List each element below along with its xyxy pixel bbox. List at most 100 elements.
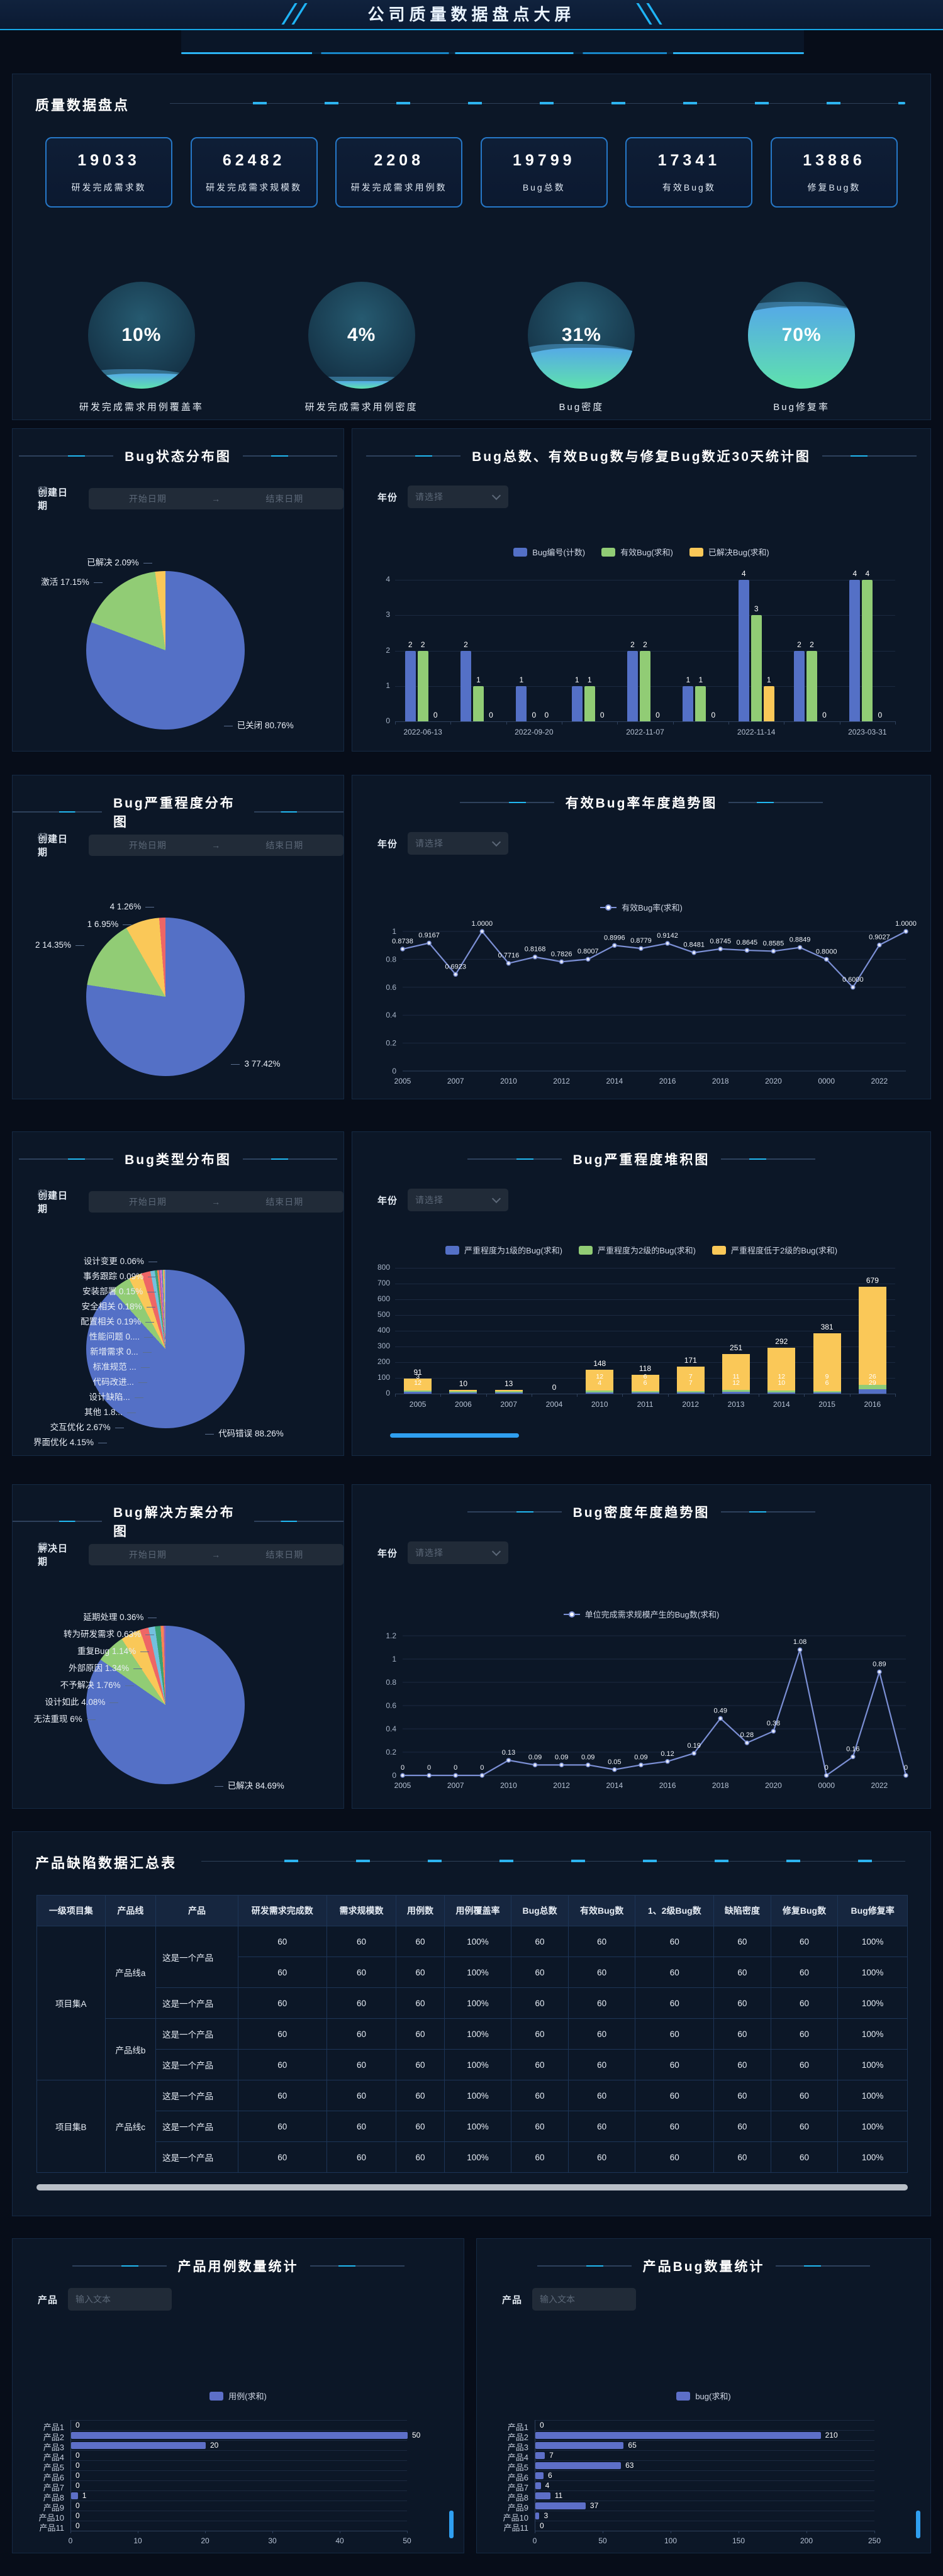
filter-row: 解决日期 开始日期 → 结束日期 (38, 1541, 343, 1568)
x-tick (874, 2531, 875, 2533)
pie-slice-label: 性能问题 0.... (89, 1330, 153, 1342)
table-cell: 60 (770, 1957, 839, 1988)
svg-text:2014: 2014 (606, 1781, 623, 1790)
calendar-icon (38, 486, 48, 496)
bar-value-label: 0 (75, 2501, 80, 2510)
start-date-field[interactable]: 开始日期 (128, 840, 167, 850)
end-date-field[interactable]: 结束日期 (265, 1550, 304, 1560)
year-select[interactable]: 请选择 (408, 1189, 509, 1211)
year-select[interactable]: 请选择 (408, 486, 509, 508)
legend-item[interactable]: 有效Bug(求和) (601, 546, 673, 558)
stack-segment (586, 1391, 614, 1392)
legend-item[interactable]: 有效Bug率(求和) (600, 901, 683, 913)
category-label: 产品3 (43, 2443, 64, 2452)
svg-text:0.09: 0.09 (581, 1753, 594, 1761)
pie-slice-label: 已关闭 80.76% (224, 718, 294, 731)
stack-segment (767, 1390, 796, 1392)
chart-vertical-scrollbar[interactable] (449, 2511, 454, 2538)
start-date-field[interactable]: 开始日期 (128, 494, 167, 504)
pie (86, 918, 245, 1076)
table-horizontal-scrollbar[interactable] (36, 2184, 908, 2190)
table-cell: 60 (635, 2018, 715, 2050)
pie-slice-label: 延期处理 0.36% (83, 1610, 157, 1623)
date-range-picker[interactable]: 开始日期 → 结束日期 (38, 1542, 343, 1565)
bar (535, 2451, 545, 2459)
start-date-field[interactable]: 开始日期 (128, 1550, 167, 1560)
stack-segment (767, 1392, 796, 1394)
stack-inner-label: 4 (598, 1379, 602, 1387)
legend-item[interactable]: bug(求和) (676, 2390, 731, 2402)
bar (640, 650, 650, 721)
table-cell: 100% (444, 2111, 512, 2142)
x-tick (577, 1394, 578, 1397)
bar (460, 650, 471, 721)
stack-segment (449, 1390, 477, 1391)
legend-item[interactable]: 用例(求和) (209, 2390, 267, 2402)
title-line (254, 811, 343, 813)
gauge-wave (87, 374, 195, 389)
bar-value-label: 1 (476, 675, 481, 684)
svg-text:0.2: 0.2 (386, 1748, 396, 1757)
pie-slice-label: 2 14.35% (35, 940, 84, 950)
kpi-label: 有效Bug数 (662, 182, 716, 192)
legend-item[interactable]: Bug编号(计数) (513, 546, 585, 558)
row-gridline (70, 2430, 407, 2431)
gridline (395, 1299, 895, 1300)
row-gridline (70, 2450, 407, 2451)
product-input[interactable] (532, 2288, 637, 2311)
x-tick-label: 2015 (818, 1400, 835, 1409)
date-range-picker[interactable]: 开始日期 → 结束日期 (38, 833, 343, 856)
table-cell: 60 (396, 2141, 445, 2173)
svg-text:0: 0 (904, 1764, 908, 1772)
kpi-label: Bug总数 (522, 182, 566, 192)
bar-value-label: 1 (82, 2491, 87, 2500)
year-select[interactable]: 请选择 (408, 832, 509, 855)
y-axis-line (70, 2420, 71, 2531)
table-cell: 60 (326, 2111, 397, 2142)
data-zoom-slider[interactable] (390, 1433, 519, 1438)
calendar-icon (38, 1542, 48, 1552)
solution-pie-chart: 延期处理 0.36% 转为研发需求 0.63% 重复Bug 1.14% 外部原因 1.… (13, 1485, 343, 1808)
category-label: 产品7 (507, 2483, 528, 2492)
table-cell: 60 (770, 2018, 839, 2050)
defect-table-wrap: 一级项目集 产品线 产品 研发需求完成数 需求规模数 用例数 用例覆盖率 Bug总数 有效Bug… (36, 1895, 908, 2173)
date-range-picker[interactable]: 开始日期 → 结束日期 (38, 1189, 343, 1213)
table-cell: 100% (837, 2049, 908, 2080)
product-input[interactable] (68, 2288, 172, 2311)
filter-label: 创建日期 (38, 1191, 69, 1214)
svg-text:0.8168: 0.8168 (525, 946, 546, 953)
y-tick-label: 600 (377, 1294, 390, 1303)
col-header: 用例覆盖率 (444, 1895, 512, 1926)
y-tick-label: 100 (377, 1373, 390, 1382)
svg-text:0.6: 0.6 (386, 1701, 396, 1710)
bar-value-label: 37 (589, 2501, 599, 2510)
end-date-field[interactable]: 结束日期 (265, 494, 304, 504)
date-range-picker[interactable]: 开始日期 → 结束日期 (38, 486, 343, 509)
panel-overview: 质量数据盘点 19033 研发完成需求数 62482 研发完成需求规模数 2208 研… (12, 74, 931, 420)
legend-item[interactable]: 严重程度低于2级的Bug(求和) (712, 1244, 837, 1256)
x-tick-label: 50 (598, 2536, 607, 2545)
chart-vertical-scrollbar[interactable] (916, 2511, 920, 2538)
liquid-gauge: 4% (308, 282, 415, 389)
svg-text:0: 0 (480, 1764, 484, 1772)
svg-text:0.8645: 0.8645 (737, 939, 758, 947)
bar (71, 2431, 408, 2439)
start-date-field[interactable]: 开始日期 (128, 1197, 167, 1207)
svg-text:2018: 2018 (712, 1781, 729, 1790)
table-row: 这是一个产品 60 60 60 100% 60 60 60 60 60 100% (37, 2049, 908, 2080)
legend-item[interactable]: 严重程度为2级的Bug(求和) (578, 1244, 696, 1256)
calendar-icon (38, 1189, 48, 1199)
end-date-field[interactable]: 结束日期 (265, 1197, 304, 1207)
legend-item[interactable]: 已解决Bug(求和) (689, 546, 769, 558)
legend-swatch (578, 1245, 593, 1255)
end-date-field[interactable]: 结束日期 (265, 840, 304, 850)
table-cell: 60 (713, 2141, 771, 2173)
stack-total-label: 148 (593, 1359, 606, 1368)
panel-bug30: Bug总数、有效Bug数与修复Bug数近30天统计图 年份 请选择 Bug编号(… (352, 428, 931, 752)
x-tick-label: 50 (403, 2536, 411, 2545)
legend-item[interactable]: 单位完成需求规模产生的Bug数(求和) (563, 1608, 719, 1620)
year-select[interactable]: 请选择 (408, 1541, 509, 1564)
filter-row: 产品 (502, 2288, 637, 2311)
y-tick-label: 0 (386, 1389, 390, 1397)
legend-item[interactable]: 严重程度为1级的Bug(求和) (445, 1244, 562, 1256)
